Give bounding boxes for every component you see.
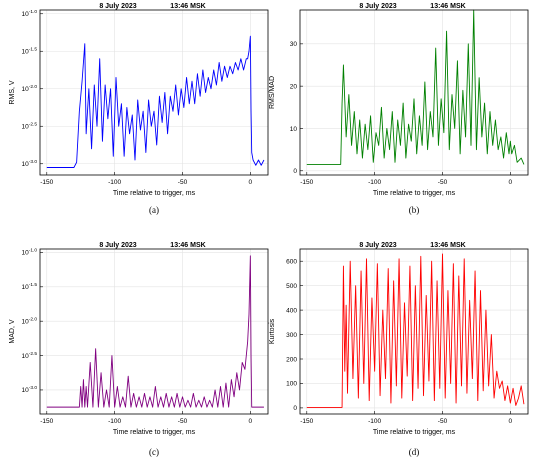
x-tick-label: -100	[108, 418, 121, 425]
panel-caption: (b)	[409, 205, 420, 215]
y-tick-label: 10-2.5	[21, 351, 37, 360]
y-tick-label: 100	[286, 381, 297, 388]
y-tick-label: 10-2.5	[21, 122, 37, 131]
chart-panel-b: -150 -100 -50 0 0 10 20 30 8 July 2023 13:46 MSK T…	[269, 3, 529, 215]
chart-title-time: 13:46 MSK	[170, 3, 205, 10]
panel-caption: (d)	[409, 447, 420, 457]
x-tick-label: -50	[438, 179, 448, 186]
y-tick-label: 400	[286, 307, 297, 314]
y-axis-label: RMS, V	[9, 80, 16, 104]
y-tick-label: 10-2.0	[21, 316, 37, 325]
chart-title-date: 8 July 2023	[99, 242, 136, 249]
x-tick-label: -100	[368, 179, 381, 186]
x-axis-label: Time relative to trigger, ms	[373, 190, 456, 197]
y-tick-label: 10	[290, 126, 298, 133]
plot-frame	[39, 248, 269, 415]
chart-title-date: 8 July 2023	[359, 3, 396, 10]
x-tick-label: 0	[249, 418, 253, 425]
y-tick-label: 0	[293, 405, 297, 412]
x-tick-label: 0	[509, 418, 513, 425]
x-axis-label: Time relative to trigger, ms	[113, 429, 196, 436]
series-line	[46, 35, 265, 168]
x-tick-label: -100	[108, 179, 121, 186]
series-line	[306, 253, 525, 408]
x-tick-label: -50	[178, 418, 188, 425]
x-tick-label: 0	[509, 179, 513, 186]
y-tick-label: 10-1.5	[21, 282, 37, 291]
x-axis-label: Time relative to trigger, ms	[373, 429, 456, 436]
plot-frame	[299, 248, 529, 415]
chart-panel-a: -150 -100 -50 0 10-3.0 10-2.5 10-2.0 10-1.5 10-1…	[9, 3, 269, 215]
series-line	[306, 9, 525, 165]
y-tick-label: 500	[286, 283, 297, 290]
chart-panel-d: -150 -100 -50 0 0 100 200 300 400 500 600 8 July 20…	[269, 242, 529, 457]
x-tick-label: -100	[368, 418, 381, 425]
chart-title-time: 13:46 MSK	[170, 242, 205, 249]
x-tick-label: -150	[300, 179, 313, 186]
chart-title-time: 13:46 MSK	[430, 3, 465, 10]
y-tick-label: 200	[286, 356, 297, 363]
plot-frame	[299, 9, 529, 176]
y-tick-label: 10-2.0	[21, 84, 37, 93]
series-line	[46, 255, 264, 408]
plot-frame	[39, 9, 269, 176]
y-tick-label: 10-1.0	[21, 248, 37, 257]
x-tick-label: -50	[438, 418, 448, 425]
chart-panel-c: -150 -100 -50 0 10-3.0 10-2.5 10-2.0 10-1.5 10-1…	[9, 242, 269, 457]
y-tick-label: 20	[290, 83, 298, 90]
x-axis-label: Time relative to trigger, ms	[113, 190, 196, 197]
x-tick-label: -150	[40, 418, 53, 425]
y-tick-label: 600	[286, 259, 297, 266]
y-tick-label: 0	[293, 168, 297, 175]
y-tick-label: 10-3.0	[21, 385, 37, 394]
chart-title-date: 8 July 2023	[99, 3, 136, 10]
y-tick-label: 10-1.5	[21, 47, 37, 56]
x-tick-label: -50	[178, 179, 188, 186]
chart-title-time: 13:46 MSK	[430, 242, 465, 249]
chart-title-date: 8 July 2023	[359, 242, 396, 249]
y-tick-label: 30	[290, 41, 298, 48]
y-axis-label: RMS/MAD	[269, 76, 276, 109]
y-axis-label: MAD, V	[9, 319, 16, 343]
x-tick-label: 0	[249, 179, 253, 186]
y-tick-label: 300	[286, 332, 297, 339]
y-axis-label: Kurtosis	[269, 318, 276, 344]
x-tick-label: -150	[300, 418, 313, 425]
x-tick-label: -150	[40, 179, 53, 186]
y-tick-label: 10-1.0	[21, 9, 37, 18]
panel-caption: (c)	[149, 447, 159, 457]
y-tick-label: 10-3.0	[21, 159, 37, 168]
panel-caption: (a)	[149, 205, 159, 215]
